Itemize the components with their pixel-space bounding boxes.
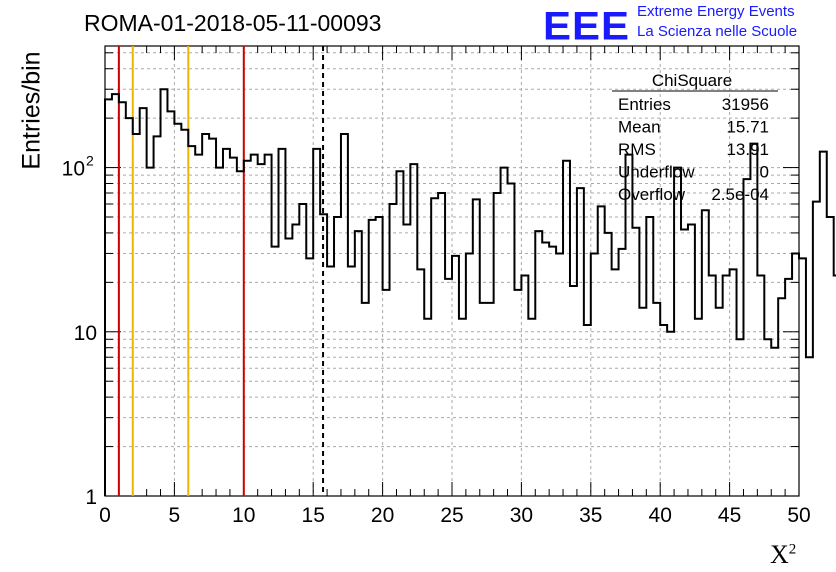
y-tick-label: 10: [62, 158, 85, 181]
stats-row-value: 31956: [722, 95, 769, 114]
stats-row-value: 2.5e-04: [711, 185, 769, 204]
x-axis-label: X2: [770, 540, 796, 570]
stats-row-label: Overflow: [618, 185, 686, 204]
x-axis-label-base: X: [770, 540, 789, 569]
x-tick-label: 35: [579, 504, 602, 527]
stats-row-label: Underflow: [618, 163, 695, 182]
x-tick-label: 30: [510, 504, 533, 527]
stats-box-name: ChiSquare: [652, 71, 732, 90]
stats-row-label: Entries: [618, 95, 671, 114]
x-tick-label: 40: [649, 504, 672, 527]
stats-row-label: Mean: [618, 118, 661, 137]
x-tick-label: 50: [787, 504, 810, 527]
stats-row-value: 15.71: [726, 118, 769, 137]
y-tick-label-exponent: 2: [86, 153, 94, 169]
x-tick-label: 10: [232, 504, 255, 527]
x-tick-label: 45: [718, 504, 741, 527]
x-axis-label-sup: 2: [788, 541, 797, 558]
x-tick-label: 5: [169, 504, 181, 527]
x-tick-label: 20: [371, 504, 394, 527]
x-tick-label: 0: [99, 504, 111, 527]
eee-logo-line1: Extreme Energy Events: [637, 3, 795, 20]
y-tick-label: 1: [85, 486, 97, 509]
stats-row-value: 13.91: [726, 140, 769, 159]
x-tick-label: 25: [440, 504, 463, 527]
y-tick-label: 10: [74, 322, 97, 345]
eee-logo-line2: La Scienza nelle Scuole: [637, 23, 798, 40]
x-tick-label: 15: [302, 504, 325, 527]
stats-row-value: 0: [760, 163, 769, 182]
chart-title: ROMA-01-2018-05-11-00093: [84, 10, 382, 36]
histogram-outline: [104, 88, 836, 496]
stats-row-label: RMS: [618, 140, 656, 159]
eee-logo-mark: EEE: [543, 3, 631, 48]
